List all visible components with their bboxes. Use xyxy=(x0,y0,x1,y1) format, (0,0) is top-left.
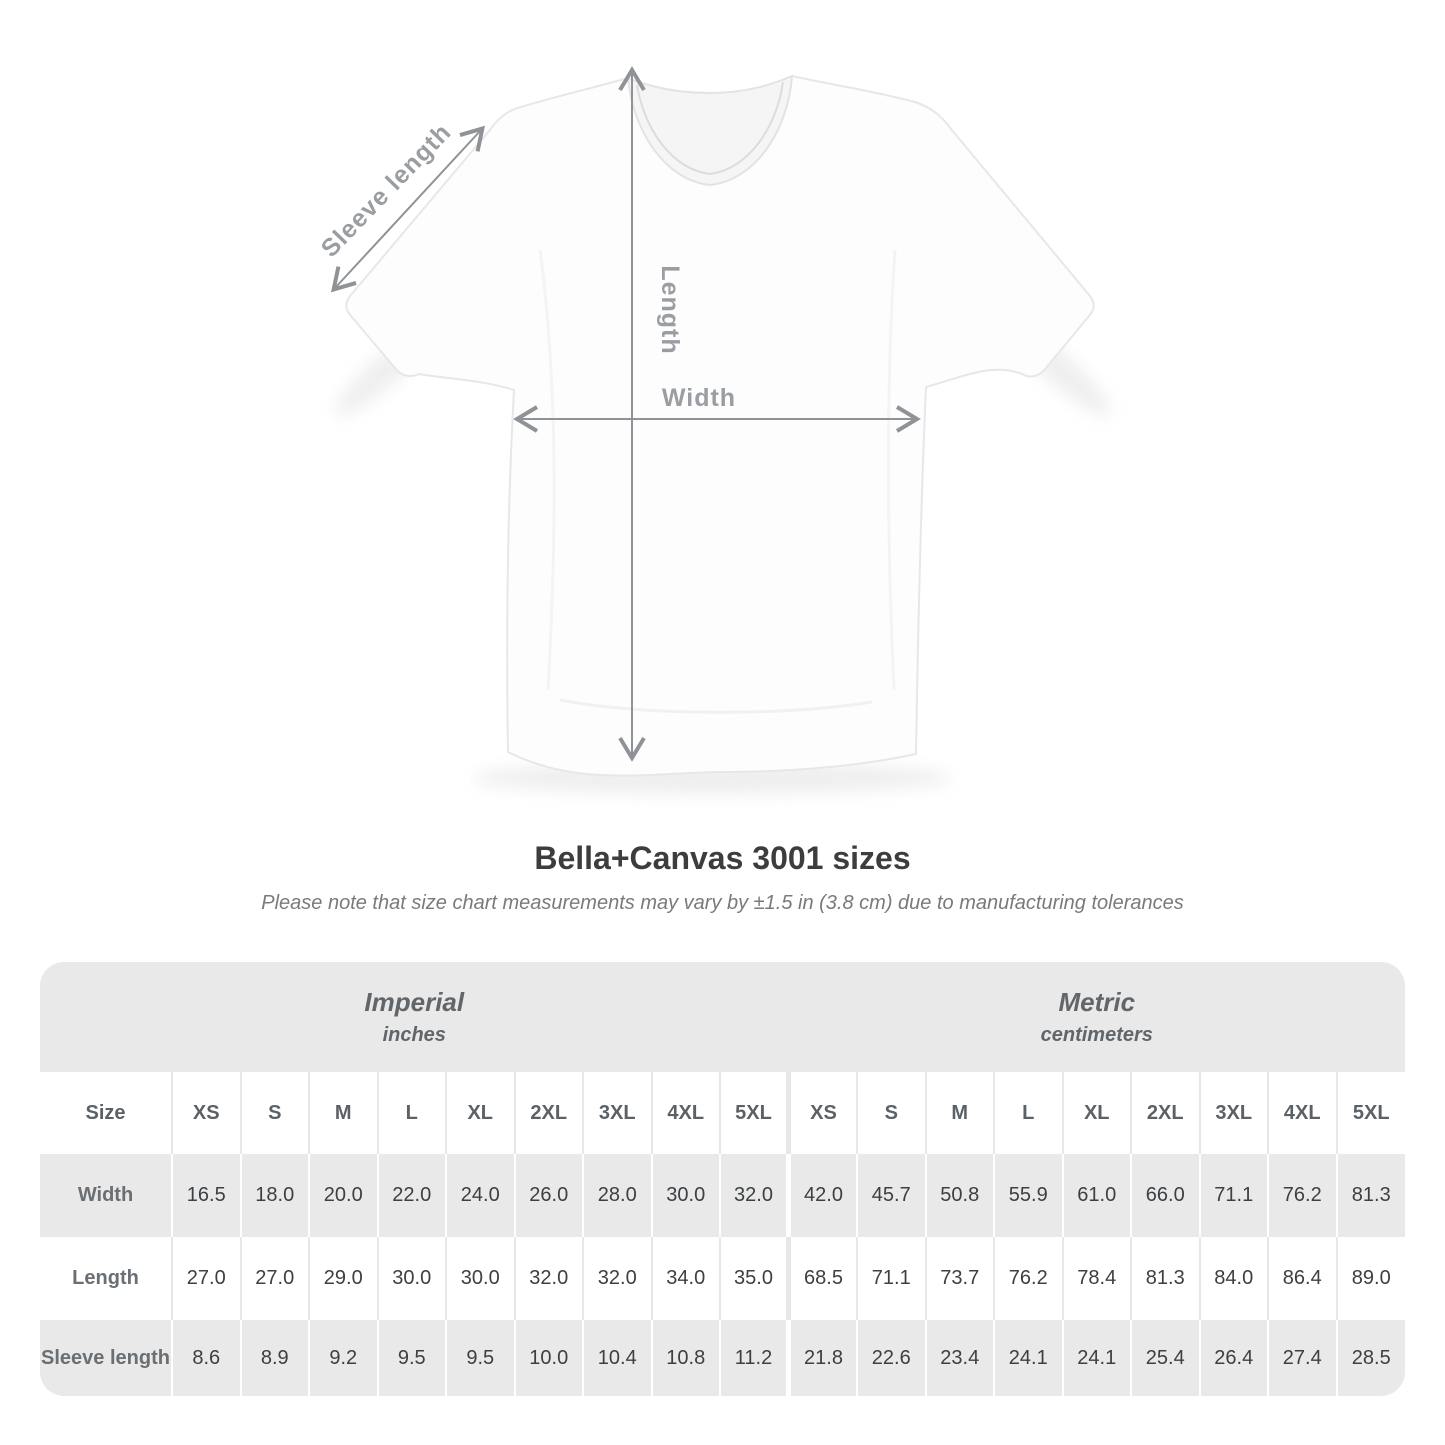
imperial-label: Imperial xyxy=(364,987,465,1017)
size-header-imperial-4xl: 4XL xyxy=(650,1072,720,1154)
size-header-imperial-xs: XS xyxy=(171,1072,241,1154)
size-header-imperial-xl: XL xyxy=(445,1072,515,1154)
value-cell: 10.4 xyxy=(582,1320,652,1396)
size-table-container: Imperial inches Metric centimeters Size X… xyxy=(40,962,1405,1396)
size-column-header: Size xyxy=(40,1072,172,1154)
size-header-metric-m: M xyxy=(924,1072,994,1154)
value-cell: 27.0 xyxy=(239,1237,309,1320)
value-cell: 86.4 xyxy=(1267,1237,1337,1320)
value-cell: 22.6 xyxy=(856,1320,926,1396)
value-cell: 20.0 xyxy=(308,1154,378,1237)
value-cell: 21.8 xyxy=(786,1320,857,1396)
size-header-metric-xl: XL xyxy=(1061,1072,1131,1154)
value-cell: 24.1 xyxy=(993,1320,1063,1396)
value-cell: 84.0 xyxy=(1198,1237,1268,1320)
value-cell: 61.0 xyxy=(1061,1154,1131,1237)
value-cell: 24.0 xyxy=(445,1154,515,1237)
value-cell: 18.0 xyxy=(239,1154,309,1237)
tshirt-measurement-diagram: Sleeve length Length Width xyxy=(316,66,1111,794)
value-cell: 30.0 xyxy=(376,1237,446,1320)
value-cell: 34.0 xyxy=(650,1237,720,1320)
value-cell: 8.9 xyxy=(239,1320,309,1396)
value-cell: 28.5 xyxy=(1335,1320,1405,1396)
value-cell: 76.2 xyxy=(1267,1154,1337,1237)
size-header-metric-l: L xyxy=(993,1072,1063,1154)
value-cell: 32.0 xyxy=(513,1237,583,1320)
value-cell: 81.3 xyxy=(1130,1237,1200,1320)
size-header-imperial-l: L xyxy=(376,1072,446,1154)
unit-band-row: Imperial inches Metric centimeters xyxy=(40,962,1405,1072)
page-title: Bella+Canvas 3001 sizes xyxy=(534,840,911,876)
measurement-row: Width 16.5 18.0 20.0 22.0 24.0 26.0 28.0 30.0 32.… xyxy=(40,1154,1405,1237)
value-cell: 30.0 xyxy=(650,1154,720,1237)
row-label: Width xyxy=(40,1154,172,1237)
value-cell: 50.8 xyxy=(924,1154,994,1237)
value-cell: 28.0 xyxy=(582,1154,652,1237)
value-cell: 22.0 xyxy=(376,1154,446,1237)
tshirt-image xyxy=(345,74,1095,777)
size-table: Imperial inches Metric centimeters Size X… xyxy=(40,962,1405,1396)
size-header-metric-4xl: 4XL xyxy=(1267,1072,1337,1154)
row-label: Length xyxy=(40,1237,172,1320)
value-cell: 71.1 xyxy=(1198,1154,1268,1237)
measurement-row: Sleeve length 8.6 8.9 9.2 9.5 9.5 10.0 10.4 10.8… xyxy=(40,1320,1405,1396)
value-cell: 32.0 xyxy=(719,1154,789,1237)
size-header-metric-s: S xyxy=(856,1072,926,1154)
value-cell: 25.4 xyxy=(1130,1320,1200,1396)
value-cell: 55.9 xyxy=(993,1154,1063,1237)
value-cell: 26.4 xyxy=(1198,1320,1268,1396)
metric-group-header: Metric centimeters xyxy=(788,962,1405,1072)
sleeve-length-arrow xyxy=(331,125,485,293)
size-header-imperial-3xl: 3XL xyxy=(582,1072,652,1154)
size-header-row: Size XS S M L XL 2XL 3XL 4XL 5XL XS S M L XL 2XL 3XL 4XL 5… xyxy=(40,1072,1405,1154)
size-header-metric-5xl: 5XL xyxy=(1335,1072,1405,1154)
value-cell: 9.2 xyxy=(308,1320,378,1396)
value-cell: 29.0 xyxy=(308,1237,378,1320)
size-header-imperial-2xl: 2XL xyxy=(513,1072,583,1154)
value-cell: 9.5 xyxy=(376,1320,446,1396)
value-cell: 23.4 xyxy=(924,1320,994,1396)
value-cell: 8.6 xyxy=(171,1320,241,1396)
size-header-imperial-m: M xyxy=(308,1072,378,1154)
metric-label: Metric xyxy=(1058,987,1136,1017)
value-cell: 81.3 xyxy=(1335,1154,1405,1237)
value-cell: 89.0 xyxy=(1335,1237,1405,1320)
tshirt-collar xyxy=(626,74,794,187)
value-cell: 27.4 xyxy=(1267,1320,1337,1396)
width-label: Width xyxy=(662,384,736,412)
imperial-group-header: Imperial inches xyxy=(40,962,789,1072)
size-header-imperial-s: S xyxy=(239,1072,309,1154)
length-label: Length xyxy=(656,265,684,354)
value-cell: 11.2 xyxy=(719,1320,789,1396)
value-cell: 78.4 xyxy=(1061,1237,1131,1320)
page-subtitle: Please note that size chart measurements… xyxy=(261,892,1184,914)
value-cell: 68.5 xyxy=(786,1237,857,1320)
row-label: Sleeve length xyxy=(40,1320,172,1396)
value-cell: 32.0 xyxy=(582,1237,652,1320)
value-cell: 66.0 xyxy=(1130,1154,1200,1237)
value-cell: 10.0 xyxy=(513,1320,583,1396)
value-cell: 35.0 xyxy=(719,1237,789,1320)
value-cell: 30.0 xyxy=(445,1237,515,1320)
imperial-unit-label: inches xyxy=(382,1024,446,1046)
size-header-imperial-5xl: 5XL xyxy=(719,1072,789,1154)
size-header-metric-2xl: 2XL xyxy=(1130,1072,1200,1154)
value-cell: 24.1 xyxy=(1061,1320,1131,1396)
metric-unit-label: centimeters xyxy=(1040,1024,1153,1046)
value-cell: 9.5 xyxy=(445,1320,515,1396)
measurement-row: Length 27.0 27.0 29.0 30.0 30.0 32.0 32.0 34.0 35… xyxy=(40,1237,1405,1320)
size-header-metric-xs: XS xyxy=(786,1072,857,1154)
value-cell: 42.0 xyxy=(786,1154,857,1237)
value-cell: 26.0 xyxy=(513,1154,583,1237)
value-cell: 76.2 xyxy=(993,1237,1063,1320)
value-cell: 45.7 xyxy=(856,1154,926,1237)
value-cell: 71.1 xyxy=(856,1237,926,1320)
value-cell: 10.8 xyxy=(650,1320,720,1396)
value-cell: 27.0 xyxy=(171,1237,241,1320)
value-cell: 16.5 xyxy=(171,1154,241,1237)
size-header-metric-3xl: 3XL xyxy=(1198,1072,1268,1154)
value-cell: 73.7 xyxy=(924,1237,994,1320)
